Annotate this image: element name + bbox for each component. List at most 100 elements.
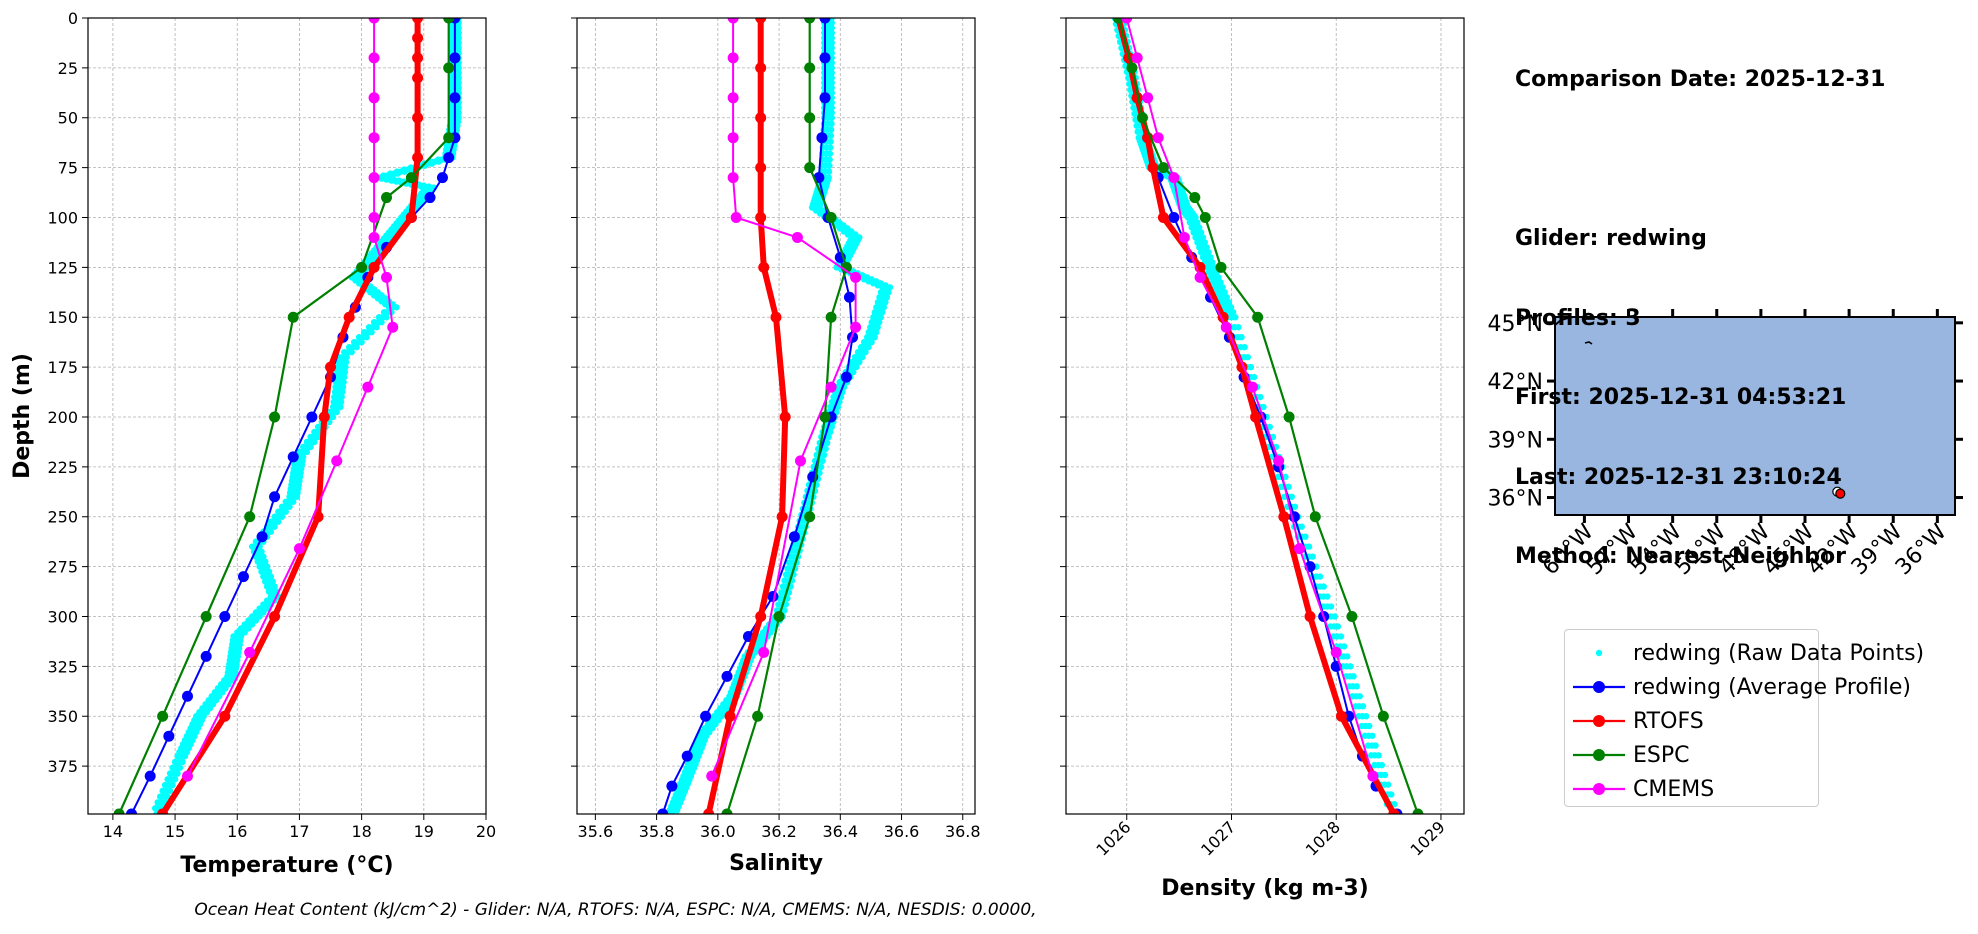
series-marker bbox=[825, 311, 837, 323]
raw-data-point bbox=[176, 764, 184, 771]
raw-data-point bbox=[1302, 533, 1309, 540]
raw-data-point bbox=[1285, 483, 1292, 491]
y-tick-label: 175 bbox=[47, 358, 78, 377]
raw-data-point bbox=[1199, 234, 1207, 241]
raw-data-point bbox=[1324, 593, 1331, 600]
series-marker bbox=[293, 543, 305, 555]
raw-data-point bbox=[271, 583, 278, 590]
series-marker bbox=[721, 670, 733, 682]
raw-data-point bbox=[1238, 333, 1245, 341]
raw-data-point bbox=[1359, 703, 1367, 710]
series-marker bbox=[443, 62, 455, 74]
series-marker bbox=[368, 132, 380, 144]
temperature-axis-label: Temperature (°C) bbox=[180, 853, 393, 878]
series-marker bbox=[804, 18, 816, 24]
raw-data-point bbox=[252, 617, 260, 624]
raw-data-point bbox=[1229, 309, 1237, 316]
series-marker bbox=[1278, 511, 1290, 523]
interpolation-method: Method: Nearest-Neighbor bbox=[1515, 544, 1846, 569]
raw-data-point bbox=[856, 358, 863, 366]
y-tick-label: 200 bbox=[47, 408, 78, 427]
series-marker bbox=[850, 321, 862, 333]
map-island bbox=[1584, 341, 1593, 345]
map-lat-label: 45°N bbox=[1488, 312, 1543, 337]
raw-data-point bbox=[455, 74, 462, 82]
raw-data-point bbox=[1388, 791, 1395, 798]
series-marker bbox=[1220, 321, 1232, 333]
salinity-plot-area bbox=[657, 18, 894, 814]
legend-item-espc: ESPC bbox=[1565, 738, 1690, 772]
series-marker bbox=[1147, 162, 1159, 174]
raw-data-point bbox=[262, 558, 269, 565]
series-marker bbox=[1136, 112, 1148, 124]
x-tick-label: 36.8 bbox=[945, 822, 981, 841]
raw-data-point bbox=[1309, 553, 1316, 560]
raw-data-point bbox=[171, 776, 179, 783]
raw-data-point bbox=[1247, 363, 1255, 371]
series-marker bbox=[840, 371, 852, 383]
raw-data-point bbox=[886, 284, 894, 291]
series-marker bbox=[1367, 770, 1379, 782]
raw-data-point bbox=[1334, 623, 1342, 630]
raw-data-point bbox=[1337, 633, 1345, 640]
x-tick-label: 17 bbox=[289, 822, 309, 841]
raw-data-point bbox=[865, 343, 872, 351]
raw-data-point bbox=[455, 109, 462, 116]
map-lat-label: 39°N bbox=[1488, 428, 1543, 453]
raw-data-point bbox=[455, 79, 462, 87]
raw-data-point bbox=[342, 358, 350, 366]
series-marker bbox=[703, 808, 715, 814]
series-cmems bbox=[182, 18, 399, 782]
series-marker bbox=[779, 411, 791, 423]
raw-data-point bbox=[293, 493, 301, 500]
raw-data-point bbox=[882, 299, 889, 306]
raw-data-point bbox=[825, 168, 833, 175]
series-marker bbox=[343, 311, 355, 323]
raw-data-point bbox=[1241, 343, 1248, 351]
series-marker bbox=[1168, 211, 1180, 223]
raw-data-point bbox=[181, 752, 189, 760]
series-marker bbox=[287, 311, 299, 323]
y-tick-label: 375 bbox=[47, 757, 78, 776]
series-rtofs bbox=[703, 18, 791, 814]
series-marker bbox=[1178, 231, 1190, 243]
raw-data-point bbox=[314, 433, 322, 441]
raw-data-point bbox=[876, 319, 883, 326]
raw-data-point bbox=[1381, 771, 1389, 779]
series-average bbox=[126, 18, 461, 814]
legend-symbol bbox=[1565, 670, 1633, 704]
series-marker bbox=[368, 52, 380, 64]
series-marker bbox=[724, 710, 736, 722]
raw-data-point bbox=[286, 503, 293, 510]
raw-data-point bbox=[303, 448, 311, 456]
raw-data-point bbox=[1197, 229, 1205, 236]
raw-data-point bbox=[668, 810, 676, 814]
legend-label: redwing (Raw Data Points) bbox=[1633, 640, 1925, 666]
last-profile-time: Last: 2025-12-31 23:10:24 bbox=[1515, 464, 1842, 490]
x-tick-label: 1026 bbox=[1092, 817, 1134, 859]
raw-data-point bbox=[853, 363, 860, 371]
raw-data-point bbox=[1223, 294, 1231, 301]
series-marker bbox=[657, 808, 669, 814]
raw-data-point bbox=[1331, 613, 1338, 620]
raw-data-point bbox=[828, 120, 835, 127]
raw-data-point bbox=[1291, 503, 1299, 510]
raw-data-point bbox=[828, 59, 835, 67]
glider-location-marker bbox=[1835, 488, 1846, 499]
density-axis-label: Density (kg m-3) bbox=[1161, 876, 1369, 901]
raw-data-point bbox=[828, 64, 835, 72]
raw-data-point bbox=[1205, 249, 1212, 256]
series-marker bbox=[1294, 543, 1306, 555]
raw-data-point bbox=[455, 64, 462, 72]
raw-data-point bbox=[169, 781, 176, 789]
series-cmems bbox=[706, 18, 862, 782]
x-tick-label: 14 bbox=[103, 822, 123, 841]
raw-data-point bbox=[816, 469, 823, 477]
raw-data-point bbox=[1305, 543, 1313, 550]
series-marker bbox=[1126, 62, 1138, 74]
legend: redwing (Raw Data Points) redwing (Averag… bbox=[1564, 629, 1924, 807]
raw-data-point bbox=[258, 548, 265, 555]
raw-data-point bbox=[401, 168, 408, 175]
raw-data-point bbox=[885, 289, 892, 296]
series-marker bbox=[816, 132, 828, 144]
